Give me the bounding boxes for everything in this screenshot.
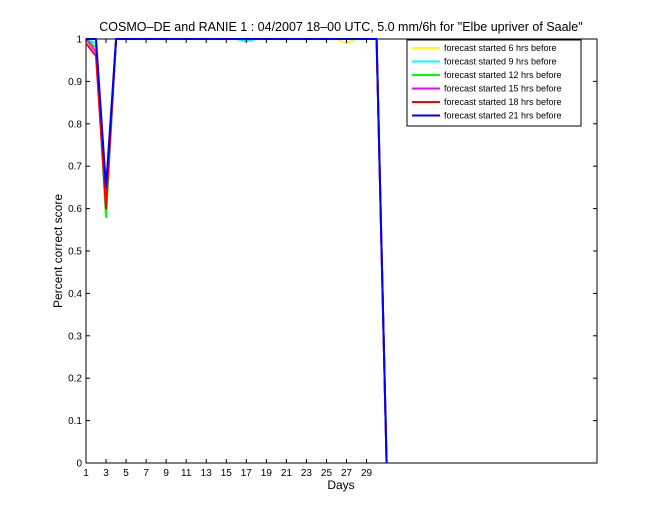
series-lines	[85, 38, 388, 464]
y-tick-label: 0.6	[68, 204, 82, 215]
legend-label: forecast started 15 hrs before	[444, 84, 562, 94]
x-tick-label: 7	[143, 468, 149, 479]
y-tick-label: 0.4	[68, 289, 82, 300]
legend-label: forecast started 9 hrs before	[444, 57, 557, 67]
x-tick-label: 29	[361, 468, 373, 479]
x-tick-label: 17	[241, 468, 253, 479]
x-tick-label: 1	[83, 468, 89, 479]
x-tick-label: 23	[301, 468, 313, 479]
y-tick-label: 0.1	[68, 416, 82, 427]
x-tick-label: 21	[281, 468, 293, 479]
legend-box	[406, 39, 582, 127]
series-line-6	[86, 38, 388, 464]
legend-label: forecast started 12 hrs before	[444, 70, 562, 80]
x-axis-label: Days	[327, 478, 354, 492]
y-tick-label: 0	[76, 459, 82, 470]
x-tick-label: 5	[123, 468, 129, 479]
y-tick-label: 0.5	[68, 247, 82, 258]
x-tick-label: 3	[103, 468, 109, 479]
y-tick-label: 0.3	[68, 331, 82, 342]
x-tick-label: 13	[201, 468, 213, 479]
chart-title: COSMO–DE and RANIE 1 : 04/2007 18–00 UTC…	[99, 20, 582, 34]
x-tick-label: 25	[321, 468, 333, 479]
x-tick-label: 9	[163, 468, 169, 479]
x-axis: 1 3 5 7 9 11 13 15 17 19 21 23 25 27 29	[83, 39, 373, 479]
y-tick-label: 1	[76, 35, 82, 46]
y-tick-label: 0.2	[68, 374, 82, 385]
legend-label: forecast started 6 hrs before	[444, 43, 557, 53]
y-axis: 0 0.1 0.2 0.3 0.4 0.5 0.6 0.7 0.8 0.9 1	[68, 35, 597, 470]
legend: forecast started 6 hrs before forecast st…	[406, 39, 582, 127]
legend-label: forecast started 18 hrs before	[444, 97, 562, 107]
y-tick-label: 0.9	[68, 77, 82, 88]
y-tick-label: 0.8	[68, 119, 82, 130]
x-tick-label: 11	[181, 468, 192, 479]
legend-label: forecast started 21 hrs before	[444, 111, 562, 121]
x-tick-label: 27	[341, 468, 353, 479]
y-axis-label: Percent correct score	[51, 194, 65, 308]
x-tick-label: 15	[221, 468, 233, 479]
x-tick-label: 19	[261, 468, 273, 479]
legend-items: forecast started 6 hrs before forecast st…	[412, 43, 562, 121]
y-tick-label: 0.7	[68, 162, 82, 173]
